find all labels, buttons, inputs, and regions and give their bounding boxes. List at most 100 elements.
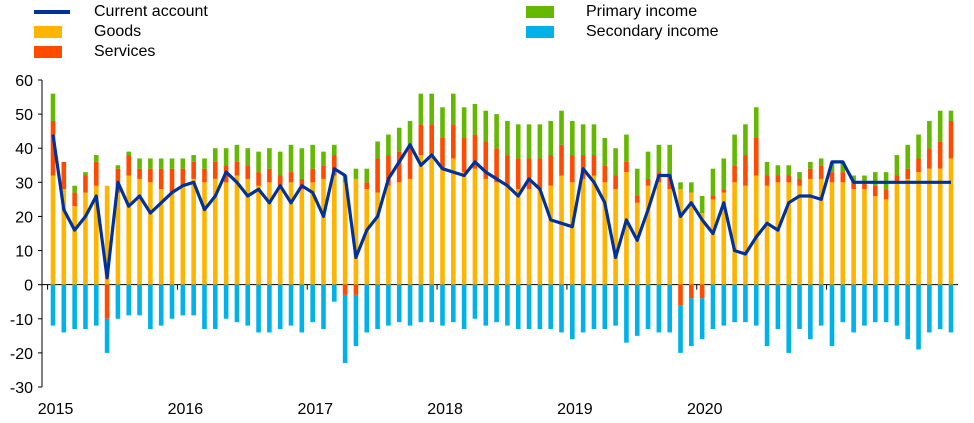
bar-goods bbox=[418, 155, 424, 285]
bar-primary-income bbox=[851, 175, 856, 183]
bar-goods bbox=[753, 175, 759, 285]
bar-goods bbox=[580, 178, 586, 285]
bar-goods bbox=[61, 189, 67, 285]
bar-services bbox=[104, 284, 110, 319]
bar-goods bbox=[829, 182, 835, 285]
bar-secondary-income bbox=[461, 284, 467, 330]
bar-services bbox=[645, 178, 651, 186]
legend-secondary-income-label: Secondary income bbox=[586, 23, 719, 40]
bar-services bbox=[699, 284, 705, 299]
bar-goods bbox=[494, 182, 499, 285]
bar-services bbox=[613, 175, 618, 190]
bar-services bbox=[396, 151, 402, 183]
bar-services bbox=[537, 158, 543, 190]
y-tick-label: 30 bbox=[15, 175, 33, 192]
bar-secondary-income bbox=[613, 284, 618, 326]
bar-secondary-income bbox=[548, 284, 553, 330]
legend-current-account-label: Current account bbox=[94, 3, 208, 20]
bar-secondary-income bbox=[862, 284, 867, 326]
bar-secondary-income bbox=[429, 284, 434, 323]
bar-goods bbox=[840, 182, 846, 285]
bar-secondary-income bbox=[894, 284, 900, 326]
bar-secondary-income bbox=[472, 284, 478, 319]
bar-goods bbox=[948, 158, 954, 285]
bar-secondary-income bbox=[494, 284, 499, 323]
bar-primary-income bbox=[732, 134, 737, 166]
bar-secondary-income bbox=[407, 284, 413, 326]
bar-goods bbox=[591, 175, 597, 285]
bar-secondary-income bbox=[764, 284, 770, 347]
bar-secondary-income bbox=[808, 284, 813, 340]
bar-services bbox=[494, 148, 499, 183]
bar-services bbox=[689, 284, 694, 299]
bar-primary-income bbox=[775, 165, 781, 176]
bar-services bbox=[505, 155, 510, 186]
bar-services bbox=[234, 161, 240, 176]
bar-primary-income bbox=[267, 148, 272, 169]
bar-primary-income bbox=[93, 155, 99, 162]
bar-secondary-income bbox=[451, 284, 456, 323]
bar-services bbox=[753, 137, 759, 176]
bar-secondary-income bbox=[937, 284, 943, 330]
bar-primary-income bbox=[667, 144, 672, 176]
bar-primary-income bbox=[223, 148, 229, 166]
bar-services bbox=[310, 168, 315, 183]
bar-goods bbox=[624, 172, 629, 285]
bar-secondary-income bbox=[202, 284, 207, 330]
bar-services bbox=[61, 161, 67, 190]
bar-primary-income bbox=[299, 148, 305, 179]
bar-services bbox=[364, 182, 370, 190]
bar-goods bbox=[299, 189, 305, 285]
bar-goods bbox=[180, 185, 186, 285]
bar-goods bbox=[212, 178, 218, 285]
bar-primary-income bbox=[645, 151, 651, 179]
x-tick-label: 2015 bbox=[38, 401, 74, 418]
bar-secondary-income bbox=[332, 284, 337, 302]
y-tick-label: -10 bbox=[10, 312, 33, 329]
bar-primary-income bbox=[624, 134, 629, 162]
bar-services bbox=[624, 161, 629, 173]
bar-services bbox=[786, 175, 792, 183]
bar-secondary-income bbox=[786, 284, 792, 353]
bar-goods bbox=[256, 185, 261, 285]
bar-goods bbox=[191, 178, 196, 285]
bar-primary-income bbox=[353, 168, 359, 179]
bar-goods bbox=[310, 182, 315, 285]
bar-services bbox=[916, 158, 921, 173]
bar-primary-income bbox=[191, 155, 196, 162]
legend-primary-income-label: Primary income bbox=[586, 3, 698, 20]
bar-primary-income bbox=[689, 182, 694, 193]
bar-secondary-income bbox=[353, 294, 359, 347]
bar-primary-income bbox=[753, 107, 759, 138]
bar-primary-income bbox=[256, 151, 261, 173]
bar-goods bbox=[115, 192, 121, 285]
bar-services bbox=[710, 195, 716, 200]
bar-services bbox=[299, 178, 305, 190]
bar-services bbox=[851, 182, 856, 190]
bar-services bbox=[829, 172, 835, 183]
bar-services bbox=[202, 168, 207, 183]
bar-services bbox=[180, 168, 186, 186]
bar-secondary-income bbox=[267, 284, 272, 333]
bar-goods bbox=[894, 182, 900, 285]
bar-services bbox=[515, 158, 521, 190]
bar-services bbox=[451, 124, 456, 159]
x-tick-label: 2019 bbox=[557, 401, 593, 418]
bar-secondary-income bbox=[440, 284, 445, 326]
bar-series bbox=[50, 93, 954, 364]
bar-goods bbox=[223, 182, 229, 285]
bar-goods bbox=[883, 199, 889, 285]
bar-goods bbox=[245, 178, 251, 285]
bar-secondary-income bbox=[743, 284, 748, 323]
bar-secondary-income bbox=[93, 284, 99, 326]
legend-services-swatch bbox=[34, 46, 62, 58]
bar-goods bbox=[375, 192, 380, 285]
bar-primary-income bbox=[234, 144, 240, 162]
bar-secondary-income bbox=[721, 284, 727, 326]
bar-services bbox=[591, 155, 597, 176]
bar-goods bbox=[851, 189, 856, 285]
bar-goods bbox=[905, 178, 911, 285]
bar-primary-income bbox=[429, 93, 434, 125]
bar-primary-income bbox=[613, 148, 618, 176]
bar-secondary-income bbox=[299, 284, 305, 333]
